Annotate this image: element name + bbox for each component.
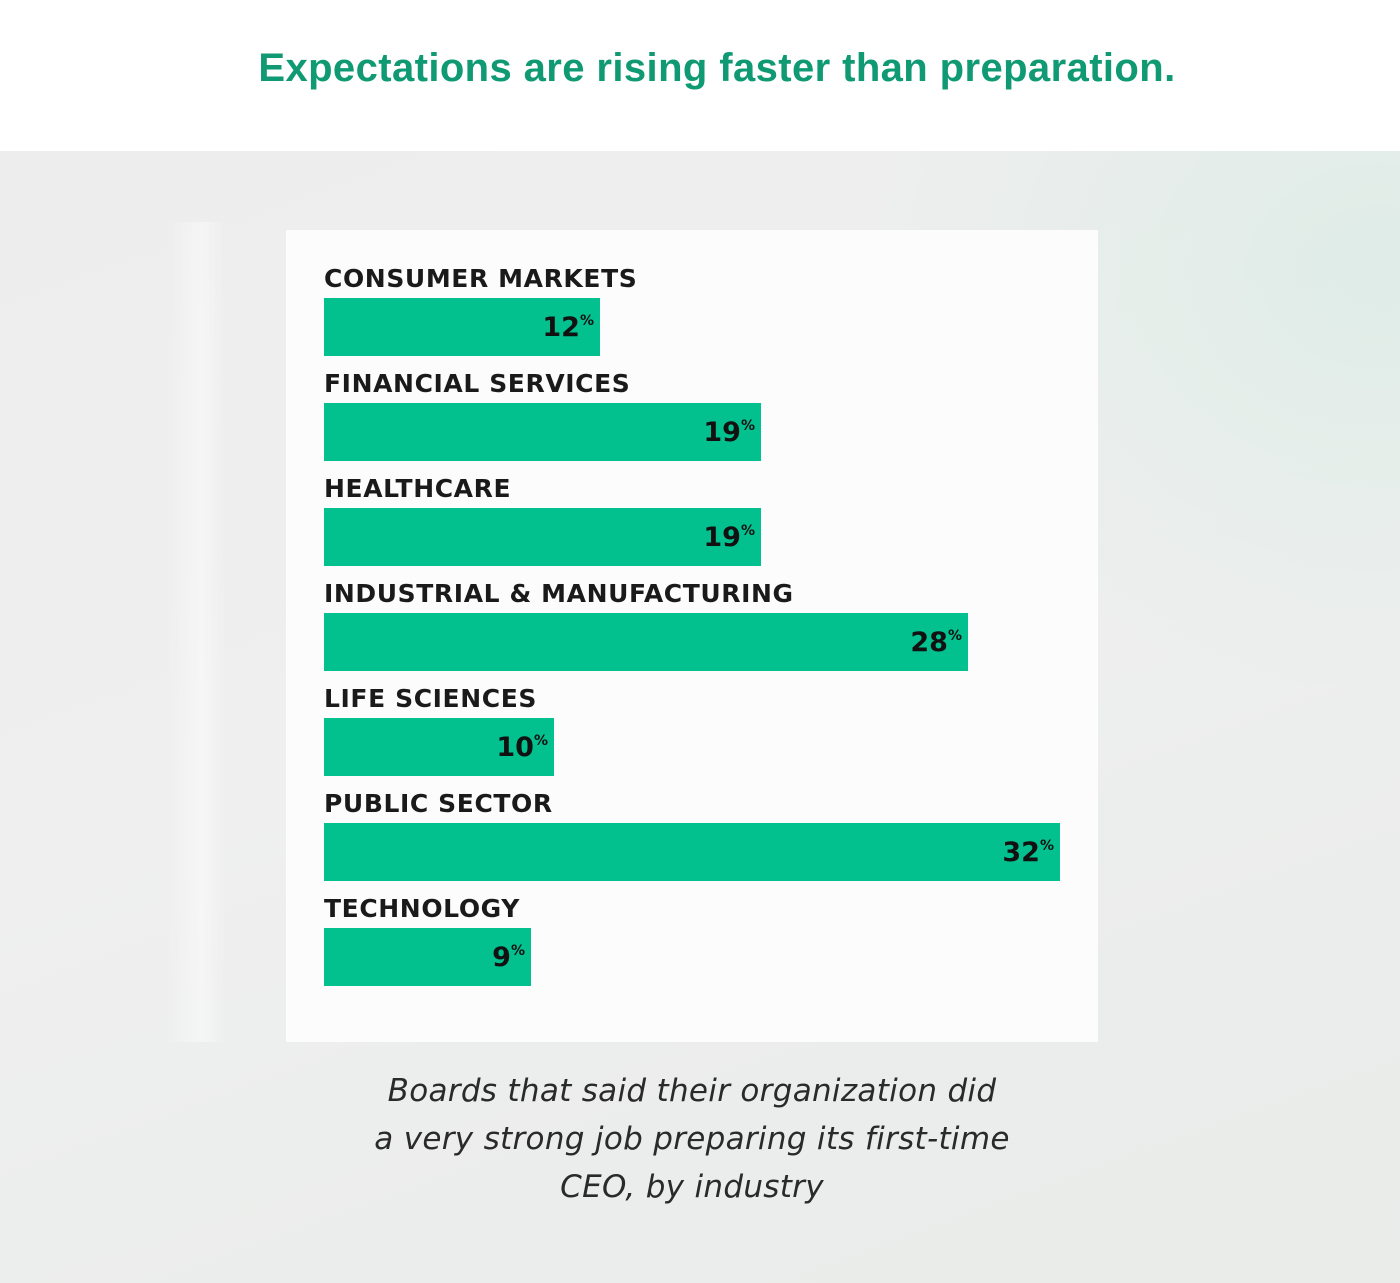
category-label-healthcare: HEALTHCARE [324,474,511,503]
bar-technology [324,928,531,986]
category-label-industrial-and-manufacturing: INDUSTRIAL & MANUFACTURING [324,579,794,608]
bar-chart: CONSUMER MARKETS 12% FINANCIAL SERVICES 19%… [324,264,1060,986]
data-label-public-sector: 32% [1002,837,1054,868]
category-label-life-sciences: LIFE SCIENCES [324,684,537,713]
caption-line: CEO, by industry [560,1169,824,1205]
data-label-life-sciences: 10% [496,732,548,763]
bar-healthcare [324,508,761,566]
category-label-financial-services: FINANCIAL SERVICES [324,369,630,398]
page-headline: Expectations are rising faster than prep… [258,46,1176,90]
bar-life-sciences [324,718,554,776]
data-label-healthcare: 19% [703,522,755,553]
caption-line: Boards that said their organization did [387,1073,997,1109]
bar-financial-services [324,403,761,461]
data-label-consumer-markets: 12% [542,312,594,343]
data-label-industrial-and-manufacturing: 28% [910,627,962,658]
data-label-financial-services: 19% [703,417,755,448]
data-label-technology: 9% [492,942,525,973]
chart-card: CONSUMER MARKETS 12% FINANCIAL SERVICES 19%… [286,230,1098,1042]
caption-line: a very strong job preparing its first-ti… [374,1121,1010,1157]
category-label-public-sector: PUBLIC SECTOR [324,789,553,818]
category-label-technology: TECHNOLOGY [324,894,520,923]
bar-public-sector [324,823,1060,881]
background-highlight [166,222,226,1042]
category-label-consumer-markets: CONSUMER MARKETS [324,264,637,293]
bar-consumer-markets [324,298,600,356]
chart-caption: Boards that said their organization did … [292,1067,1092,1211]
header: Expectations are rising faster than prep… [0,0,1400,151]
bar-industrial-and-manufacturing [324,613,968,671]
